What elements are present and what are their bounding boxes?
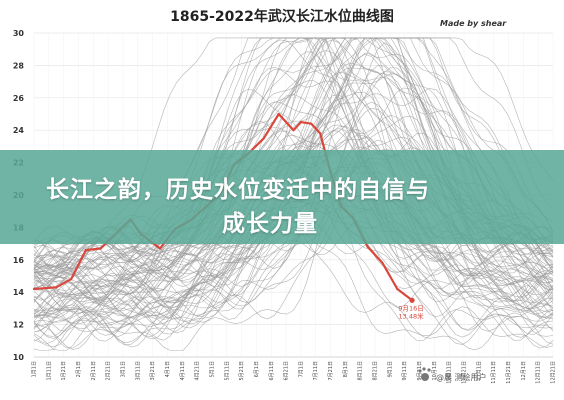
headline-line-1: 长江之韵，历史水位变迁中的自信与 [46, 177, 430, 203]
x-tick-label: 9月1日 [387, 361, 393, 377]
y-tick-label: 26 [13, 94, 25, 103]
x-tick-label: 7月1日 [298, 361, 304, 377]
historical-series-line [33, 37, 554, 287]
x-tick-label: 1月1日 [32, 361, 38, 377]
x-tick-label: 6月11日 [269, 361, 275, 381]
historical-series-line [33, 166, 554, 338]
x-tick-label: 12月1日 [521, 361, 527, 381]
headline-banner: 长江之韵，历史水位变迁中的自信与 成长力量 [0, 150, 564, 244]
annotation-group: 9月16日 13.48米 [398, 304, 424, 320]
historical-series-line [33, 37, 554, 268]
series-point [396, 287, 399, 291]
y-tick-label: 24 [13, 126, 25, 135]
x-tick-label: 11月11日 [491, 361, 497, 384]
x-tick-label: 3月11日 [135, 361, 141, 381]
series-point [366, 245, 369, 248]
series-point [319, 132, 322, 135]
series-point [55, 286, 58, 289]
historical-series-line [33, 134, 554, 318]
x-tick-label: 10月21日 [462, 361, 468, 384]
watermark-text: @晨 测绘用户 [436, 372, 487, 382]
x-axis: 1月1日 1月11日 1月21日 2月1日 2月11日 2月21日 3月1日 3月11日 3月2… [32, 356, 557, 384]
series-point [158, 247, 162, 250]
paw-icon [418, 367, 431, 381]
x-tick-label: 4月11日 [180, 361, 186, 381]
credit-label: Made by shear [440, 19, 507, 28]
historical-series-line [33, 69, 553, 280]
series-point [299, 121, 302, 124]
series-point [277, 112, 280, 116]
x-tick-label: 8月11日 [358, 361, 364, 381]
x-tick-label: 6月21日 [284, 361, 290, 381]
x-tick-label: 1月21日 [61, 361, 67, 381]
x-tick-label: 12月11日 [536, 361, 542, 384]
y-tick-label: 14 [13, 288, 25, 297]
x-tick-label: 10月11日 [447, 361, 453, 384]
x-tick-label: 4月21日 [195, 361, 201, 381]
historical-series-line [33, 145, 554, 304]
y-tick-label: 12 [13, 321, 24, 330]
series-point [99, 247, 102, 250]
x-tick-label: 4月1日 [165, 361, 171, 377]
x-tick-label: 7月21日 [328, 361, 334, 381]
x-tick-label: 8月1日 [343, 361, 349, 377]
x-tick-label: 11月1日 [476, 361, 482, 381]
y-tick-label: 10 [13, 353, 25, 362]
series-point [381, 261, 384, 265]
x-tick-label: 3月1日 [120, 361, 126, 377]
y-tick-label: 16 [13, 256, 25, 265]
series-point [32, 287, 36, 291]
x-tick-label: 3月21日 [150, 361, 156, 381]
series-point [84, 249, 87, 252]
x-tick-label: 7月11日 [313, 361, 319, 381]
historical-series-line [33, 37, 554, 342]
series-point [70, 278, 73, 281]
annotation-date: 9月16日 [398, 304, 423, 312]
x-tick-label: 8月21日 [373, 361, 379, 381]
x-tick-label: 5月11日 [224, 361, 230, 381]
x-tick-label: 11月21日 [506, 361, 512, 384]
series-point [292, 129, 295, 132]
x-tick-label: 2月1日 [76, 361, 82, 377]
y-tick-label: 28 [13, 61, 25, 70]
historical-series-line [33, 39, 554, 308]
historical-series-line [33, 37, 554, 301]
historical-series-line [33, 127, 554, 318]
y-tick-label: 30 [13, 29, 25, 38]
end-point-marker [409, 297, 415, 303]
annotation-value: 13.48米 [399, 311, 425, 320]
series-point [310, 122, 313, 125]
historical-series-line [33, 37, 554, 278]
historical-series-line [33, 37, 554, 263]
historical-series-line [33, 101, 554, 309]
historical-series-line [33, 51, 554, 351]
x-tick-label: 10月1日 [432, 361, 438, 381]
x-tick-label: 1月11日 [46, 361, 52, 381]
series-point [262, 137, 265, 140]
x-tick-label: 12月21日 [551, 361, 557, 384]
historical-series-line [33, 42, 554, 351]
x-tick-label: 5月1日 [209, 361, 215, 377]
headline-line-2: 成长力量 [222, 211, 318, 237]
x-tick-label: 2月11日 [91, 361, 97, 381]
x-tick-label: 6月1日 [254, 361, 260, 377]
watermark: @晨 测绘用户 [418, 367, 487, 382]
x-tick-label: 9月11日 [402, 361, 408, 381]
x-tick-label: 2月21日 [106, 361, 112, 381]
x-tick-label: 5月21日 [239, 361, 245, 381]
chart-title: 1865-2022年武汉长江水位曲线图 [170, 8, 394, 25]
